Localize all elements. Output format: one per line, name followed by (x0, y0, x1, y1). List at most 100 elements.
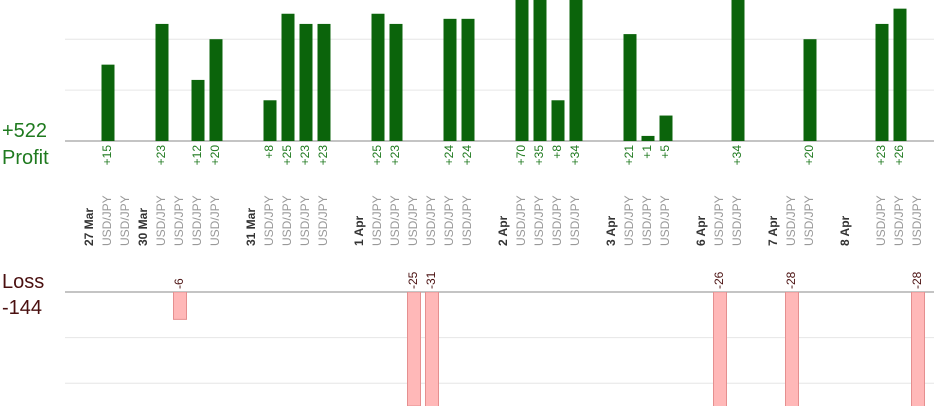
x-tick-label: USD/JPY (388, 195, 402, 246)
date-label: 31 Mar (244, 208, 258, 246)
value-label: +5 (658, 145, 672, 159)
value-label: -25 (406, 271, 420, 289)
x-tick-label: USD/JPY (280, 195, 294, 246)
bar (461, 18, 475, 141)
bar (317, 23, 331, 141)
x-tick-label: USD/JPY (640, 195, 654, 246)
x-tick-label: USD/JPY (172, 195, 186, 246)
x-tick-label: USD/JPY (622, 195, 636, 246)
date-label: 7 Apr (766, 215, 780, 246)
bar (191, 79, 205, 141)
bar (281, 13, 295, 141)
bar (209, 39, 223, 141)
value-label: +21 (622, 145, 636, 166)
value-label: +23 (874, 145, 888, 166)
bar (425, 292, 439, 406)
x-tick-label: USD/JPY (550, 195, 564, 246)
value-label: +15 (100, 145, 114, 166)
x-tick-label: USD/JPY (730, 195, 744, 246)
value-label: -31 (424, 271, 438, 289)
bar (173, 292, 187, 320)
value-label: +25 (370, 145, 384, 166)
x-tick-label: USD/JPY (118, 195, 132, 246)
value-label: +23 (316, 145, 330, 166)
date-label: 27 Mar (82, 208, 96, 246)
value-label: +25 (280, 145, 294, 166)
x-tick-label: USD/JPY (154, 195, 168, 246)
value-label: -6 (172, 278, 186, 289)
series-total: -144 (2, 297, 42, 319)
bar (155, 23, 169, 141)
series-name: Profit (2, 147, 49, 169)
value-label: -26 (712, 271, 726, 289)
bar (803, 39, 817, 141)
bar (101, 64, 115, 141)
value-label: -28 (910, 271, 924, 289)
bar (569, 0, 583, 141)
value-label: +23 (388, 145, 402, 166)
x-tick-label: USD/JPY (370, 195, 384, 246)
date-label: 3 Apr (604, 215, 618, 246)
series-total: +522 (2, 120, 47, 142)
bar (443, 18, 457, 141)
date-label: 2 Apr (496, 215, 510, 246)
bar (299, 23, 313, 141)
x-tick-label: USD/JPY (406, 195, 420, 246)
bar (623, 34, 637, 141)
bars (101, 0, 907, 141)
value-label: +35 (532, 145, 546, 166)
x-tick-label: USD/JPY (100, 195, 114, 246)
bar (389, 23, 403, 141)
bar (731, 0, 745, 141)
x-tick-label: USD/JPY (568, 195, 582, 246)
x-tick-label: USD/JPY (874, 195, 888, 246)
value-label: +12 (190, 145, 204, 166)
x-tick-label: USD/JPY (442, 195, 456, 246)
x-tick-label: USD/JPY (712, 195, 726, 246)
bar (371, 13, 385, 141)
bar (407, 292, 421, 406)
x-tick-label: USD/JPY (316, 195, 330, 246)
value-label: +20 (208, 145, 222, 166)
bar (533, 0, 547, 141)
x-tick-label: USD/JPY (514, 195, 528, 246)
bar (911, 292, 925, 406)
bar (713, 292, 727, 406)
value-label: +70 (514, 145, 528, 166)
bar (785, 292, 799, 406)
value-label: +24 (460, 145, 474, 166)
x-tick-label: USD/JPY (802, 195, 816, 246)
bar (659, 115, 673, 141)
x-tick-label: USD/JPY (532, 195, 546, 246)
date-label: 8 Apr (838, 215, 852, 246)
value-label: -28 (784, 271, 798, 289)
x-tick-label: USD/JPY (298, 195, 312, 246)
date-label: 30 Mar (136, 208, 150, 246)
value-label: +1 (640, 145, 654, 159)
value-label: +24 (442, 145, 456, 166)
value-label: +20 (802, 145, 816, 166)
value-label: +23 (154, 145, 168, 166)
bars (173, 292, 925, 406)
value-label: +8 (262, 145, 276, 159)
value-label: +8 (550, 145, 564, 159)
bar (263, 100, 277, 141)
value-label: +34 (730, 145, 744, 166)
bar (515, 0, 529, 141)
value-label: +23 (298, 145, 312, 166)
date-label: 6 Apr (694, 215, 708, 246)
x-tick-label: USD/JPY (784, 195, 798, 246)
x-tick-label: USD/JPY (910, 195, 924, 246)
x-tick-label: USD/JPY (424, 195, 438, 246)
value-label: +26 (892, 145, 906, 166)
bar (893, 8, 907, 141)
x-tick-label: USD/JPY (658, 195, 672, 246)
x-tick-label: USD/JPY (262, 195, 276, 246)
bar (875, 23, 889, 141)
x-tick-label: USD/JPY (208, 195, 222, 246)
x-tick-label: USD/JPY (460, 195, 474, 246)
x-tick-label: USD/JPY (892, 195, 906, 246)
series-name: Loss (2, 271, 44, 293)
date-label: 1 Apr (352, 215, 366, 246)
